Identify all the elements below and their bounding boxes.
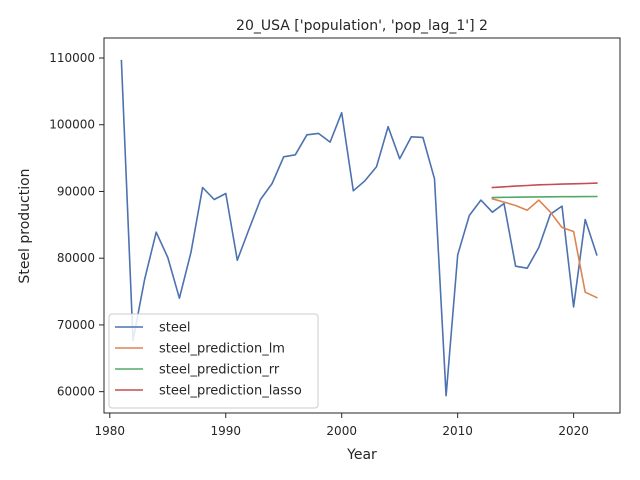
series-line-steel-prediction-rr [491, 195, 598, 199]
y-tick-label: 70000 [57, 318, 95, 332]
chart-title: 20_USA ['population', 'pop_lag_1'] 2 [236, 18, 488, 34]
legend-label: steel_prediction_lm [159, 342, 285, 357]
series-line-steel [120, 59, 598, 397]
x-tick-label: 1990 [210, 424, 241, 438]
legend-box [108, 313, 319, 409]
x-tick-label: 2020 [558, 424, 589, 438]
legend: steel steel_prediction_lm steel_prediction… [108, 313, 319, 409]
y-tick-label: 110000 [49, 51, 95, 65]
y-tick-label: 60000 [57, 385, 95, 399]
series-layer [120, 59, 598, 397]
y-tick-label: 90000 [57, 184, 95, 198]
legend-label: steel [159, 321, 190, 336]
series-line-steel-prediction-lm [491, 197, 598, 299]
y-axis-label: Steel production [17, 168, 33, 283]
x-tick-label: 1980 [95, 424, 126, 438]
x-tick-label: 2000 [326, 424, 357, 438]
series-line-steel-prediction-lasso [491, 182, 598, 189]
x-axis-label: Year [346, 447, 377, 463]
x-axis-ticks: 1980 1990 2000 2010 2020 [95, 413, 589, 438]
plot-frame [103, 37, 621, 414]
y-tick-label: 100000 [49, 118, 95, 132]
legend-label: steel_prediction_rr [159, 363, 280, 378]
legend-label: steel_prediction_lasso [159, 384, 302, 399]
y-axis-ticks: 60000 70000 80000 90000 100000 110000 [49, 51, 104, 399]
y-tick-label: 80000 [57, 251, 95, 265]
x-tick-label: 2010 [442, 424, 473, 438]
